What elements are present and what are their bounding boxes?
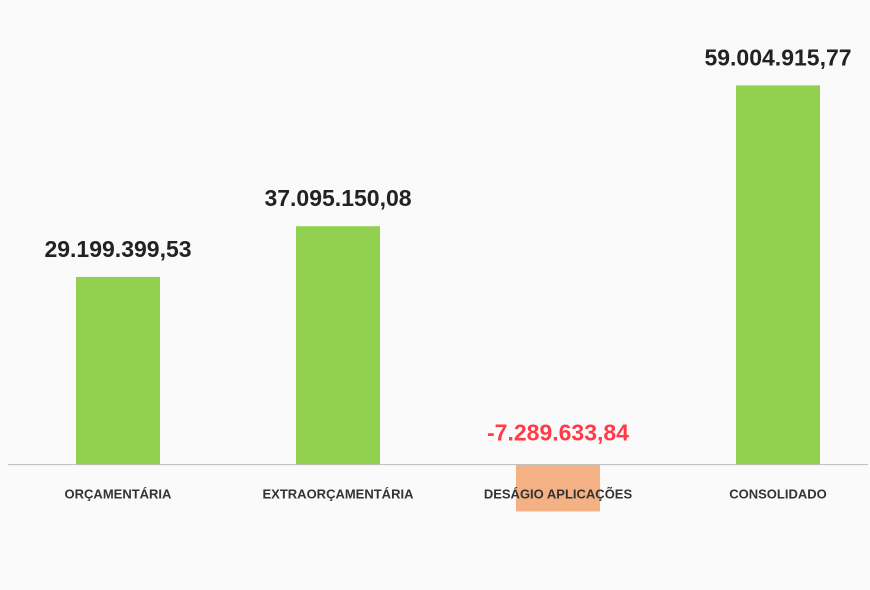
x-tick-label: ORÇAMENTÁRIA [65,487,172,502]
x-tick-label: DESÁGIO APLICAÇÕES [484,487,633,502]
value-label: 29.199.399,53 [44,236,191,262]
value-label: -7.289.633,84 [487,420,629,446]
bar [516,464,600,512]
bar [76,276,160,465]
value-label: 59.004.915,77 [704,44,851,70]
bar [736,85,820,465]
bar [296,226,380,465]
value-label: 37.095.150,08 [264,185,411,211]
x-tick-label: CONSOLIDADO [729,487,827,502]
x-tick-label: EXTRAORÇAMENTÁRIA [263,487,415,502]
